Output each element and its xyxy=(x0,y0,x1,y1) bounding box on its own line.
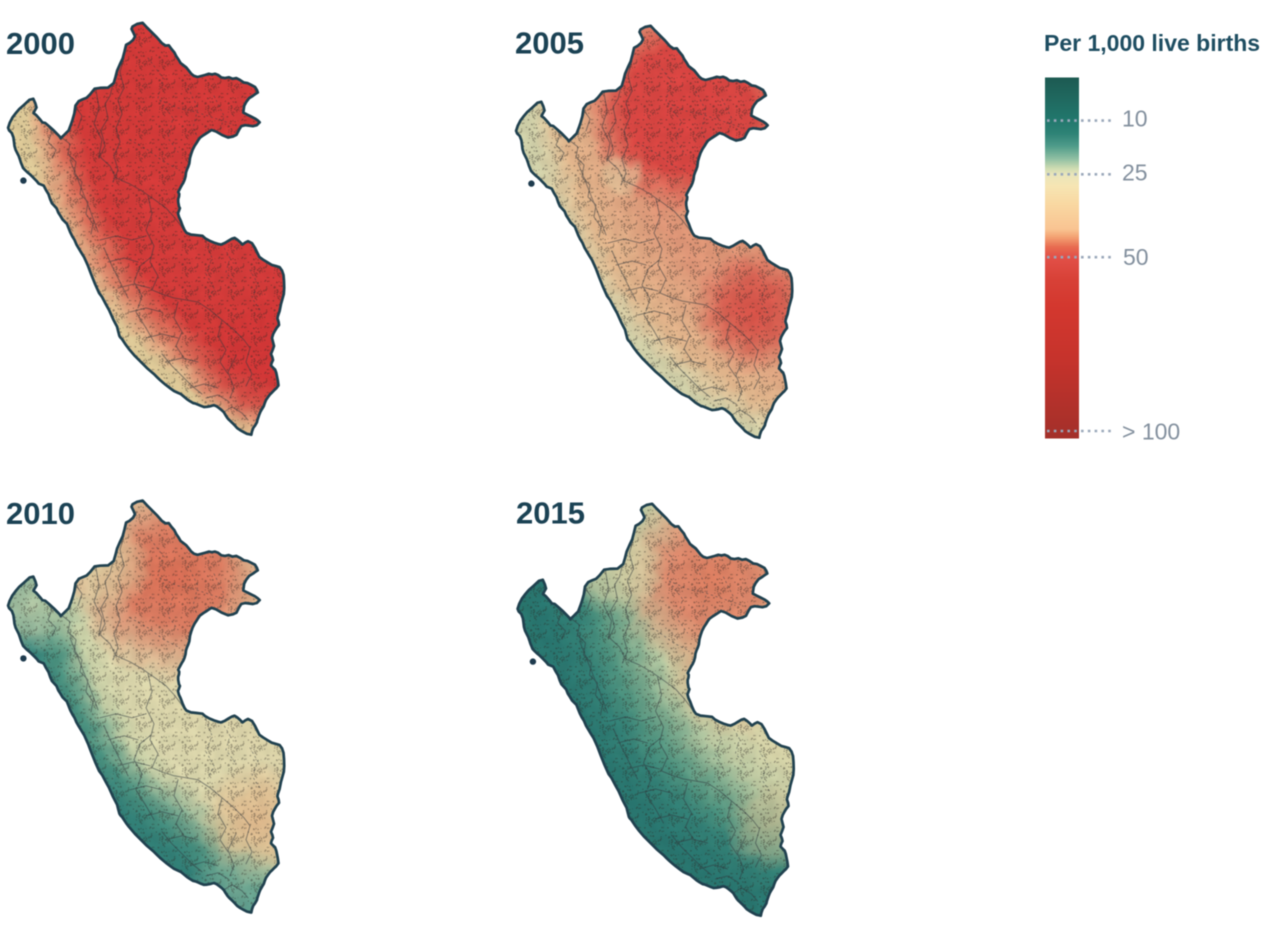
svg-text:2015: 2015 xyxy=(516,496,585,531)
svg-text:2005: 2005 xyxy=(515,26,584,61)
svg-text:2010: 2010 xyxy=(6,496,75,531)
svg-text:Per 1,000 live births: Per 1,000 live births xyxy=(1044,30,1260,56)
svg-text:> 100: > 100 xyxy=(1122,419,1180,445)
svg-text:2000: 2000 xyxy=(6,26,75,61)
svg-text:10: 10 xyxy=(1122,106,1148,132)
svg-text:50: 50 xyxy=(1123,244,1149,270)
svg-text:25: 25 xyxy=(1122,160,1148,186)
